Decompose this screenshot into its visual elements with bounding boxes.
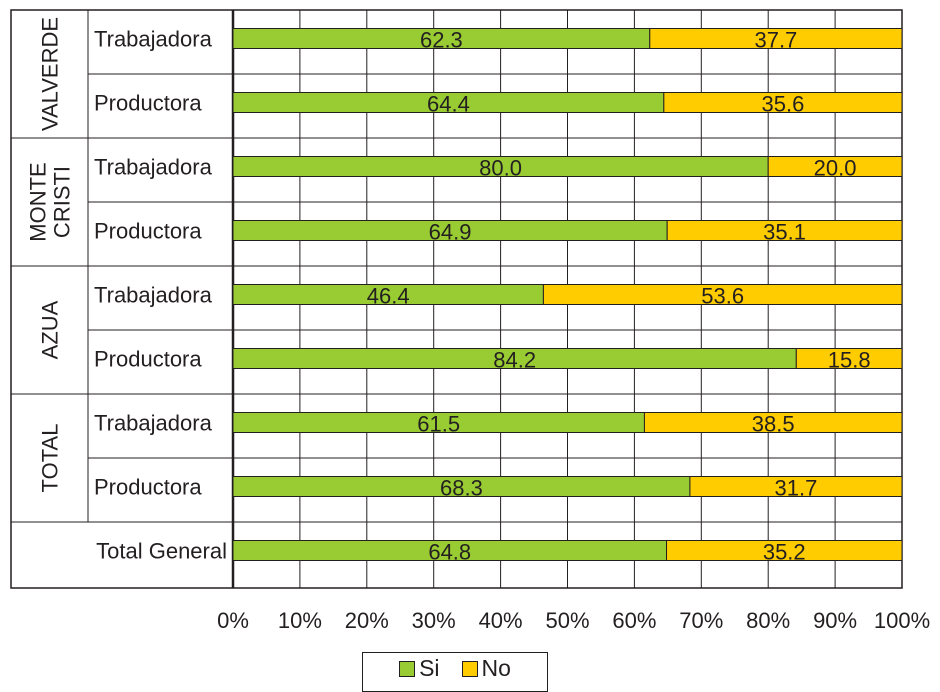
data-label-no: 35.1 (763, 220, 806, 245)
bar-no (649, 28, 903, 49)
bar-no (643, 412, 903, 433)
category-label: Trabajadora (94, 155, 213, 180)
legend-label-no: No (481, 655, 511, 681)
data-label-no: 20.0 (814, 156, 857, 181)
group-label: MONTECRISTI (26, 162, 75, 241)
data-label-no: 53.6 (701, 284, 744, 309)
category-label: Productora (94, 347, 202, 372)
x-tick-label: 90% (813, 608, 857, 633)
group-label-line: AZUA (38, 300, 63, 359)
x-tick-label: 40% (479, 608, 523, 633)
data-label-no: 38.5 (752, 412, 795, 437)
x-tick-label: 70% (679, 608, 723, 633)
x-tick-label: 100% (874, 608, 930, 633)
group-label: TOTAL (38, 424, 63, 493)
category-label: Productora (94, 219, 202, 244)
category-label: Productora (94, 475, 202, 500)
group-label: VALVERDE (38, 17, 63, 131)
data-label-si: 64.4 (427, 92, 470, 117)
legend-item-si: Si (399, 655, 440, 682)
legend-label-si: Si (419, 655, 440, 681)
data-label-si: 61.5 (417, 412, 460, 437)
x-tick-label: 0% (217, 608, 249, 633)
legend-swatch-si (399, 660, 416, 677)
x-tick-label: 60% (612, 608, 656, 633)
x-tick-label: 20% (345, 608, 389, 633)
category-label: Productora (94, 91, 202, 116)
total-label: Total General (96, 539, 227, 564)
stacked-bar-chart: VALVERDE MONTECRISTI AZUA TOTAL Trabajadora 6… (10, 9, 930, 633)
legend-swatch-no (461, 660, 478, 677)
x-tick-label: 30% (412, 608, 456, 633)
legend: Si No (362, 652, 548, 692)
x-tick-label: 50% (545, 608, 589, 633)
data-label-si: 84.2 (493, 348, 536, 373)
x-tick-label: 80% (746, 608, 790, 633)
group-label-line: VALVERDE (38, 17, 63, 131)
bar-no (663, 92, 903, 113)
data-label-si: 46.4 (367, 284, 410, 309)
data-label-no: 37.7 (754, 28, 797, 53)
group-label-line: CRISTI (50, 166, 75, 238)
bar-no (767, 156, 903, 177)
data-label-si: 64.9 (429, 220, 472, 245)
data-label-no: 35.6 (762, 92, 805, 117)
bar-no (689, 476, 903, 497)
data-label-si: 80.0 (479, 156, 522, 181)
bar-no (795, 348, 903, 369)
data-label-no: 31.7 (775, 476, 818, 501)
data-label-no: 35.2 (763, 540, 806, 565)
category-label: Trabajadora (94, 411, 213, 436)
group-label: AZUA (38, 300, 63, 359)
data-label-no: 15.8 (828, 348, 871, 373)
bar-no (542, 284, 903, 305)
group-label-line: MONTE (26, 162, 51, 241)
group-label-line: TOTAL (38, 424, 63, 493)
data-label-si: 64.8 (428, 540, 471, 565)
data-label-si: 62.3 (420, 28, 463, 53)
x-tick-label: 10% (278, 608, 322, 633)
category-label: Trabajadora (94, 27, 213, 52)
bar-no (666, 220, 903, 241)
data-label-si: 68.3 (440, 476, 483, 501)
bar-no (666, 540, 903, 561)
category-label: Trabajadora (94, 283, 213, 308)
legend-item-no: No (461, 655, 511, 682)
